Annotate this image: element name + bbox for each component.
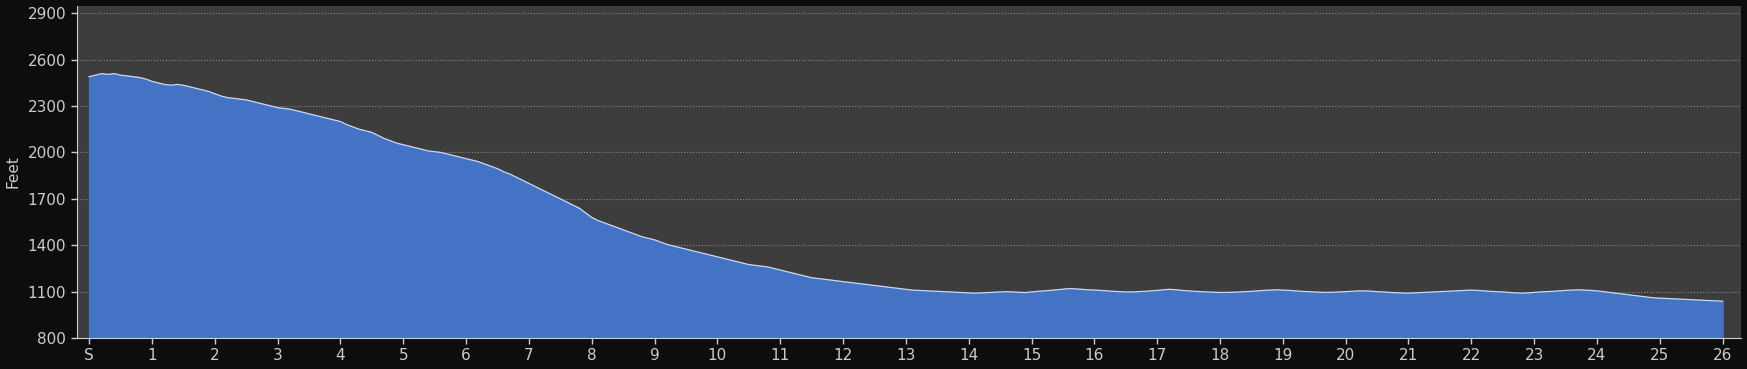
Y-axis label: Feet: Feet <box>5 155 21 188</box>
